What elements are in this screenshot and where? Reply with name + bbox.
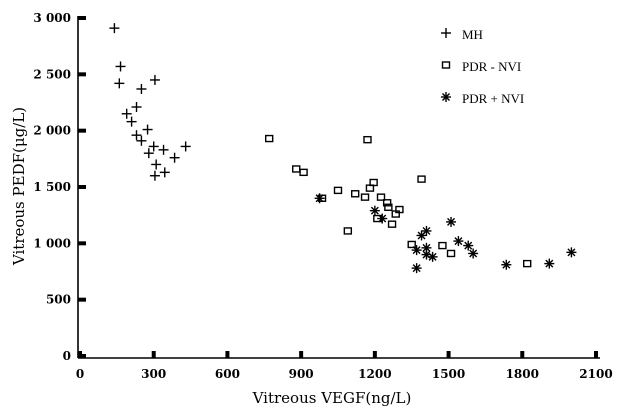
pdr-nvi-point xyxy=(360,193,370,201)
x-tick-label: 900 xyxy=(289,367,314,381)
pdr-plus-nvi-point xyxy=(314,193,325,204)
mh-point xyxy=(109,23,120,34)
pdr-nvi-point xyxy=(351,190,360,198)
pdr-nvi-point xyxy=(438,241,447,250)
pdr-plus-nvi-point xyxy=(416,230,427,241)
pdr-nvi-point xyxy=(265,134,274,143)
pdr-nvi-point xyxy=(407,240,416,249)
y-axis-title: Vitreous PEDF(μg/L) xyxy=(10,107,28,266)
pdr-plus-nvi-point xyxy=(421,225,432,236)
mh-point xyxy=(126,116,137,127)
mh-point xyxy=(142,124,153,135)
pdr-nvi-point xyxy=(384,203,393,211)
mh-point xyxy=(159,167,170,178)
legend-star-icon xyxy=(441,92,451,102)
pdr-plus-nvi-point xyxy=(453,236,464,247)
mh-point xyxy=(136,135,147,146)
data-points xyxy=(109,23,577,274)
pdr-plus-nvi-point xyxy=(566,247,577,258)
series-pdr-plus-nvi xyxy=(314,193,577,274)
pdr-nvi-point xyxy=(365,184,375,192)
legend-plus-icon xyxy=(441,28,451,38)
mh-point xyxy=(149,170,160,181)
legend: MH PDR - NVI PDR + NVI xyxy=(441,27,524,106)
y-tick-label: 1 500 xyxy=(33,180,71,194)
mh-point xyxy=(169,152,180,163)
pdr-nvi-point xyxy=(376,193,386,201)
series-pdr-nvi xyxy=(265,134,532,268)
x-tick-label: 600 xyxy=(215,367,240,381)
y-tick-label: 500 xyxy=(46,293,71,307)
legend-marker-square xyxy=(441,61,451,69)
legend-item-pdr-plus-nvi: PDR + NVI xyxy=(441,91,524,106)
y-tick-label: 1 000 xyxy=(33,236,71,250)
legend-marker-plus xyxy=(441,28,451,38)
legend-label-pdr-nvi: PDR - NVI xyxy=(462,59,521,74)
legend-label-mh: MH xyxy=(462,27,483,42)
legend-item-pdr-nvi: PDR - NVI xyxy=(441,59,521,74)
mh-point xyxy=(143,148,154,159)
x-tick-label: 2100 xyxy=(579,367,612,381)
pdr-nvi-point xyxy=(417,175,426,183)
y-tick-label: 2 000 xyxy=(33,124,71,138)
mh-point xyxy=(148,141,159,152)
mh-point xyxy=(151,159,162,170)
pdr-plus-nvi-point xyxy=(446,216,457,227)
mh-point xyxy=(158,144,169,155)
mh-point xyxy=(131,130,142,141)
series-mh xyxy=(109,23,191,181)
mh-point xyxy=(131,102,142,113)
legend-square-icon xyxy=(441,61,451,69)
mh-point xyxy=(121,108,132,119)
pdr-nvi-point xyxy=(446,249,456,258)
mh-point xyxy=(180,141,191,152)
legend-label-pdr-plus-nvi: PDR + NVI xyxy=(462,91,524,106)
pdr-nvi-point xyxy=(343,227,353,235)
mh-point xyxy=(115,61,126,72)
mh-point xyxy=(149,74,160,85)
x-tick-label: 1500 xyxy=(432,367,465,381)
x-tick-label: 1800 xyxy=(506,367,539,381)
pdr-plus-nvi-point xyxy=(468,248,479,259)
mh-point xyxy=(114,78,125,89)
pdr-plus-nvi-point xyxy=(411,245,422,256)
pdr-nvi-point xyxy=(292,165,301,173)
y-tick-label: 2 500 xyxy=(33,67,71,81)
legend-item-mh: MH xyxy=(441,27,483,42)
pdr-plus-nvi-point xyxy=(427,251,438,262)
pdr-plus-nvi-point xyxy=(369,205,380,216)
y-tick-label: 3 000 xyxy=(33,11,71,25)
legend-marker-star xyxy=(441,92,451,102)
y-tick-label: 0 xyxy=(63,349,71,363)
pdr-plus-nvi-point xyxy=(463,240,474,251)
pdr-nvi-point xyxy=(523,259,532,268)
pdr-nvi-point xyxy=(363,135,372,144)
pdr-plus-nvi-point xyxy=(544,258,555,269)
pdr-nvi-point xyxy=(391,210,400,218)
x-tick-label: 1200 xyxy=(358,367,391,381)
axis-ticks xyxy=(78,16,598,358)
x-tick-label: 300 xyxy=(141,367,166,381)
pdr-nvi-point xyxy=(333,186,343,195)
pdr-plus-nvi-point xyxy=(377,213,388,224)
x-tick-label: 0 xyxy=(76,367,84,381)
pdr-nvi-point xyxy=(387,220,397,228)
pdr-plus-nvi-point xyxy=(411,263,422,274)
pdr-plus-nvi-point xyxy=(501,259,512,270)
pdr-nvi-point xyxy=(382,199,392,207)
mh-point xyxy=(136,83,147,94)
x-axis-title: Vitreous VEGF(ng/L) xyxy=(252,389,412,407)
pdr-nvi-point xyxy=(299,168,308,177)
